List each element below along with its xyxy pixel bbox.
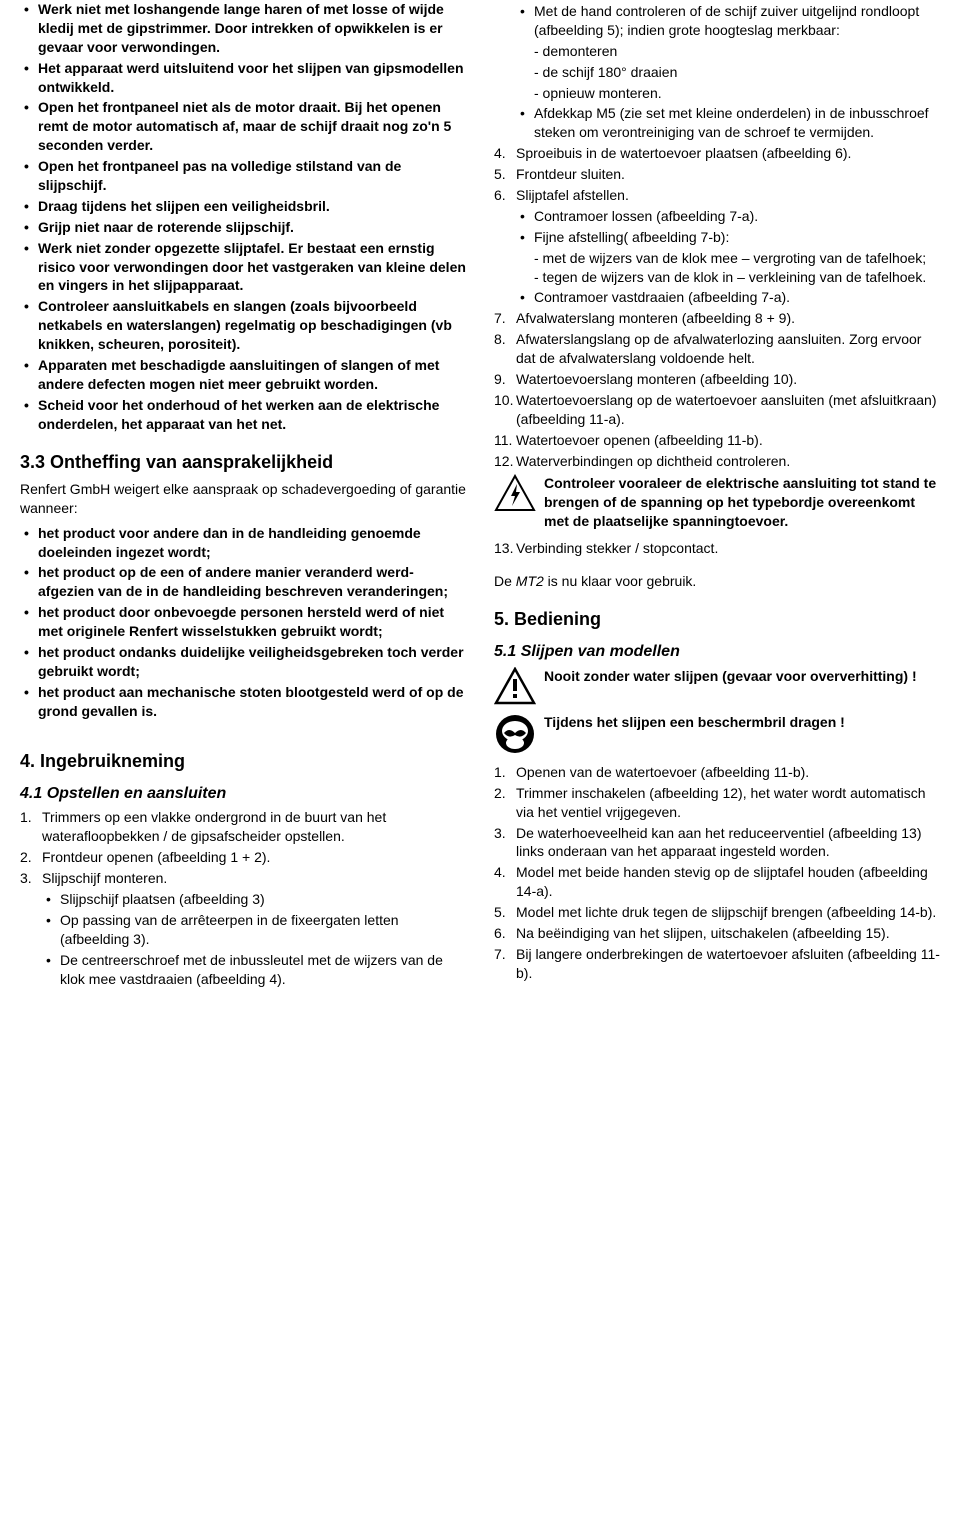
step-item: Bij langere onderbrekingen de watertoevo… bbox=[494, 945, 940, 983]
bullet-item: Open het frontpaneel niet als de motor d… bbox=[20, 98, 466, 155]
step-text: Slijptafel afstellen. bbox=[516, 187, 629, 203]
warning-text: Nooit zonder water slijpen (gevaar voor … bbox=[544, 667, 940, 686]
heading-4-1: 4.1 Opstellen en aansluiten bbox=[20, 783, 466, 805]
dash-line: - de schijf 180° draaien bbox=[534, 63, 940, 82]
bullet-item: het product door onbevoegde personen her… bbox=[20, 603, 466, 641]
step-item: Watertoevoerslang monteren (afbeelding 1… bbox=[494, 370, 940, 389]
ready-text: De MT2 is nu klaar voor gebruik. bbox=[494, 572, 940, 591]
step-item: Watertoevoerslang op de watertoevoer aan… bbox=[494, 391, 940, 429]
bullet-item: het product ondanks duidelijke veilighei… bbox=[20, 643, 466, 681]
sub-item: Contramoer lossen (afbeelding 7-a). bbox=[516, 207, 940, 226]
setup-steps-13: Verbinding stekker / stopcontact. bbox=[494, 539, 940, 558]
sub-item: Fijne afstelling( afbeelding 7-b): - met… bbox=[516, 228, 940, 287]
step-item: Model met beide handen stevig op de slij… bbox=[494, 863, 940, 901]
heading-4: 4. Ingebruikneming bbox=[20, 749, 466, 773]
paragraph-3-3: Renfert GmbH weigert elke aanspraak op s… bbox=[20, 480, 466, 518]
sub-bullets-right: Met de hand controleren of de schijf zui… bbox=[516, 2, 940, 142]
sub-text: Fijne afstelling( afbeelding 7-b): bbox=[534, 229, 729, 245]
bullet-item: Werk niet zonder opgezette slijptafel. E… bbox=[20, 239, 466, 296]
electric-hazard-icon bbox=[494, 474, 536, 512]
dash-line: - demonteren bbox=[534, 42, 940, 61]
bullet-item: Werk niet met loshangende lange haren of… bbox=[20, 0, 466, 57]
sub-item: Afdekkap M5 (zie set met kleine onderdel… bbox=[516, 104, 940, 142]
electrical-warning: Controleer vooraleer de elektrische aans… bbox=[494, 474, 940, 531]
sub-item: De centreerschroef met de inbussleutel m… bbox=[42, 951, 466, 989]
right-column: Met de hand controleren of de schijf zui… bbox=[494, 0, 940, 990]
bullet-item: Draag tijdens het slijpen een veiligheid… bbox=[20, 197, 466, 216]
bullet-item: het product voor andere dan in de handle… bbox=[20, 524, 466, 562]
step-item: Afwaterslangslang op de afvalwaterlozing… bbox=[494, 330, 940, 368]
step-item: Waterverbindingen op dichtheid controler… bbox=[494, 452, 940, 471]
warning-triangle-icon bbox=[494, 667, 536, 705]
warning-text: Controleer vooraleer de elektrische aans… bbox=[544, 474, 940, 531]
sub-item: Op passing van de arrêteerpen in de fixe… bbox=[42, 911, 466, 949]
step-item: Trimmers op een vlakke ondergrond in de … bbox=[20, 808, 466, 846]
setup-steps-cont: Sproeibuis in de watertoevoer plaatsen (… bbox=[494, 144, 940, 470]
bullet-item: Apparaten met beschadigde aansluitingen … bbox=[20, 356, 466, 394]
sub-item: Contramoer vastdraaien (afbeelding 7-a). bbox=[516, 288, 940, 307]
sub-bullets-6: Contramoer lossen (afbeelding 7-a). Fijn… bbox=[516, 207, 940, 307]
goggles-icon bbox=[494, 713, 536, 755]
setup-steps: Trimmers op een vlakke ondergrond in de … bbox=[20, 808, 466, 988]
bullet-item: Controleer aansluitkabels en slangen (zo… bbox=[20, 297, 466, 354]
heading-3-3: 3.3 Ontheffing van aansprakelijkheid bbox=[20, 450, 466, 474]
bullet-item: Scheid voor het onderhoud of het werken … bbox=[20, 396, 466, 434]
step-item: Slijpschijf monteren. Slijpschijf plaats… bbox=[20, 869, 466, 988]
step-item: Watertoevoer openen (afbeelding 11-b). bbox=[494, 431, 940, 450]
step-item: Model met lichte druk tegen de slijpschi… bbox=[494, 903, 940, 922]
left-column: Werk niet met loshangende lange haren of… bbox=[20, 0, 466, 990]
dash-line: - tegen de wijzers van de klok in – verk… bbox=[534, 268, 940, 287]
heading-5-1: 5.1 Slijpen van modellen bbox=[494, 641, 940, 663]
step-item: Frontdeur sluiten. bbox=[494, 165, 940, 184]
bullet-item: Het apparaat werd uitsluitend voor het s… bbox=[20, 59, 466, 97]
sub-text: Met de hand controleren of de schijf zui… bbox=[534, 3, 919, 38]
step-item: Openen van de watertoevoer (afbeelding 1… bbox=[494, 763, 940, 782]
operation-steps: Openen van de watertoevoer (afbeelding 1… bbox=[494, 763, 940, 983]
bullet-item: het product aan mechanische stoten bloot… bbox=[20, 683, 466, 721]
liability-bullets: het product voor andere dan in de handle… bbox=[20, 524, 466, 721]
step-item: Na beëindiging van het slijpen, uitschak… bbox=[494, 924, 940, 943]
sub-bullets: Slijpschijf plaatsen (afbeelding 3) Op p… bbox=[42, 890, 466, 988]
bullet-item: Open het frontpaneel pas na volledige st… bbox=[20, 157, 466, 195]
step-item: Frontdeur openen (afbeelding 1 + 2). bbox=[20, 848, 466, 867]
continuation-block: Met de hand controleren of de schijf zui… bbox=[494, 2, 940, 142]
step-item: De waterhoeveelheid kan aan het reduceer… bbox=[494, 824, 940, 862]
bullet-item: Grijp niet naar de roterende slijpschijf… bbox=[20, 218, 466, 237]
sub-item: Met de hand controleren of de schijf zui… bbox=[516, 2, 940, 102]
page-columns: Werk niet met loshangende lange haren of… bbox=[0, 0, 960, 1010]
step-item: Trimmer inschakelen (afbeelding 12), het… bbox=[494, 784, 940, 822]
step-item: Slijptafel afstellen. Contramoer lossen … bbox=[494, 186, 940, 307]
dash-line: - opnieuw monteren. bbox=[534, 84, 940, 103]
step-item: Sproeibuis in de watertoevoer plaatsen (… bbox=[494, 144, 940, 163]
step-item: Afvalwaterslang monteren (afbeelding 8 +… bbox=[494, 309, 940, 328]
step-item: Verbinding stekker / stopcontact. bbox=[494, 539, 940, 558]
warning-water: Nooit zonder water slijpen (gevaar voor … bbox=[494, 667, 940, 705]
warning-text: Tijdens het slijpen een beschermbril dra… bbox=[544, 713, 940, 732]
step-text: Slijpschijf monteren. bbox=[42, 870, 167, 886]
dash-line: - met de wijzers van de klok mee – vergr… bbox=[534, 249, 940, 268]
heading-5: 5. Bediening bbox=[494, 607, 940, 631]
sub-item: Slijpschijf plaatsen (afbeelding 3) bbox=[42, 890, 466, 909]
warning-goggles: Tijdens het slijpen een beschermbril dra… bbox=[494, 713, 940, 755]
safety-bullets: Werk niet met loshangende lange haren of… bbox=[20, 0, 466, 434]
bullet-item: het product op de een of andere manier v… bbox=[20, 563, 466, 601]
